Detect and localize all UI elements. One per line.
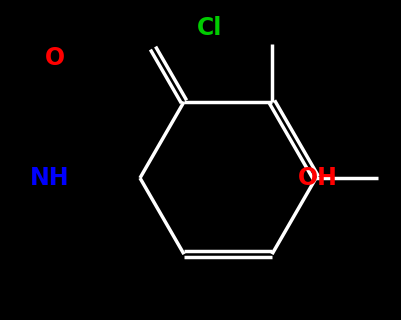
Text: Cl: Cl	[197, 16, 223, 40]
Text: OH: OH	[298, 166, 338, 190]
Text: NH: NH	[30, 166, 70, 190]
Text: O: O	[45, 46, 65, 70]
